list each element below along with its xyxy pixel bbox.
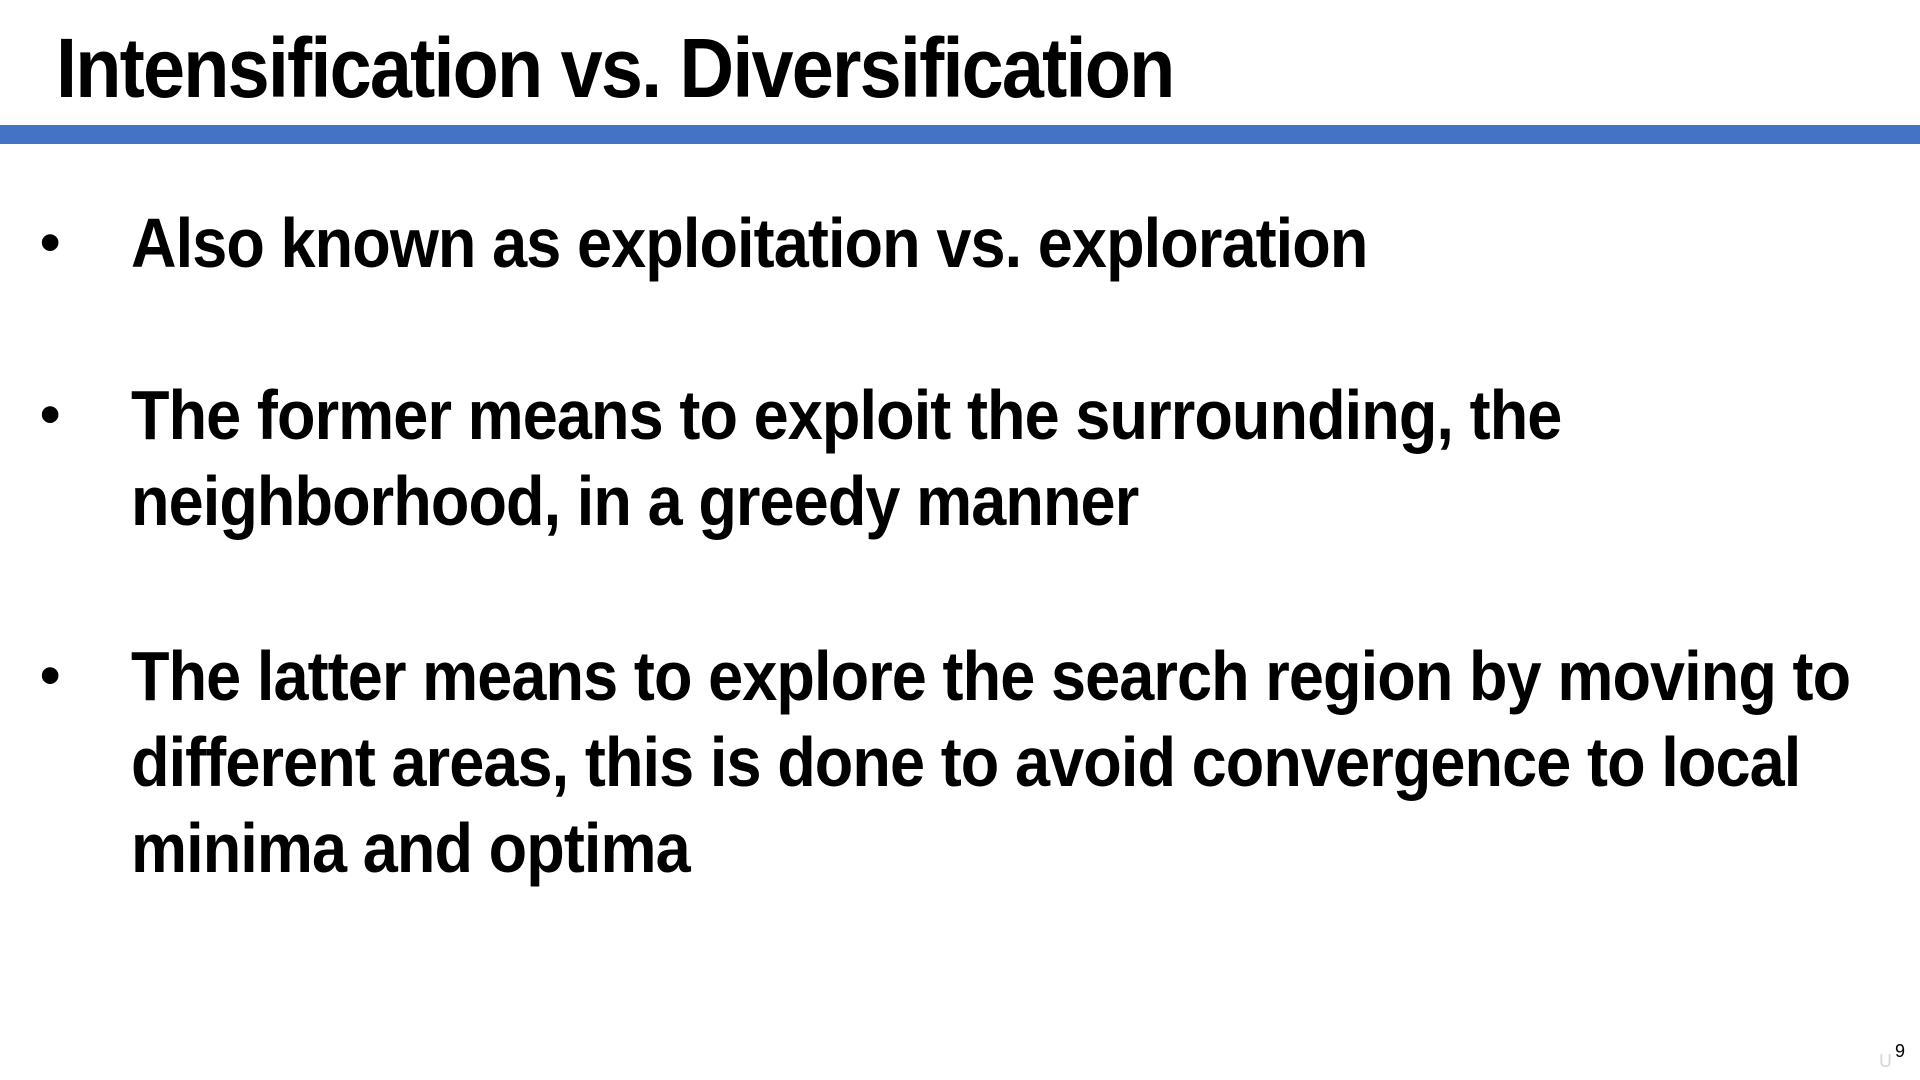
bullet-icon: • [40, 382, 61, 447]
bullet-text: Also known as exploitation vs. explorati… [131, 200, 1913, 286]
bullet-icon: • [40, 210, 61, 275]
bullet-line: neighborhood, in a greedy manner [131, 462, 1139, 540]
bullet-line: different areas, this is done to avoid c… [131, 723, 1801, 801]
bullet-text: The latter means to explore the search r… [131, 633, 1913, 891]
bullet-line: The latter means to explore the search r… [131, 637, 1851, 715]
bullet-line: The former means to exploit the surround… [131, 376, 1562, 454]
page-number: 9 [1894, 1041, 1905, 1061]
bullet-icon: • [40, 643, 61, 708]
bullet-line: minima and optima [131, 809, 691, 887]
slide-title: Intensification vs. Diversification [56, 21, 1175, 115]
bullet-text: The former means to exploit the surround… [131, 372, 1913, 544]
bullet-line: Also known as exploitation vs. explorati… [131, 204, 1368, 282]
udemy-watermark-logo: ᑌ [1878, 1051, 1892, 1071]
title-underline-bar [0, 125, 1920, 144]
